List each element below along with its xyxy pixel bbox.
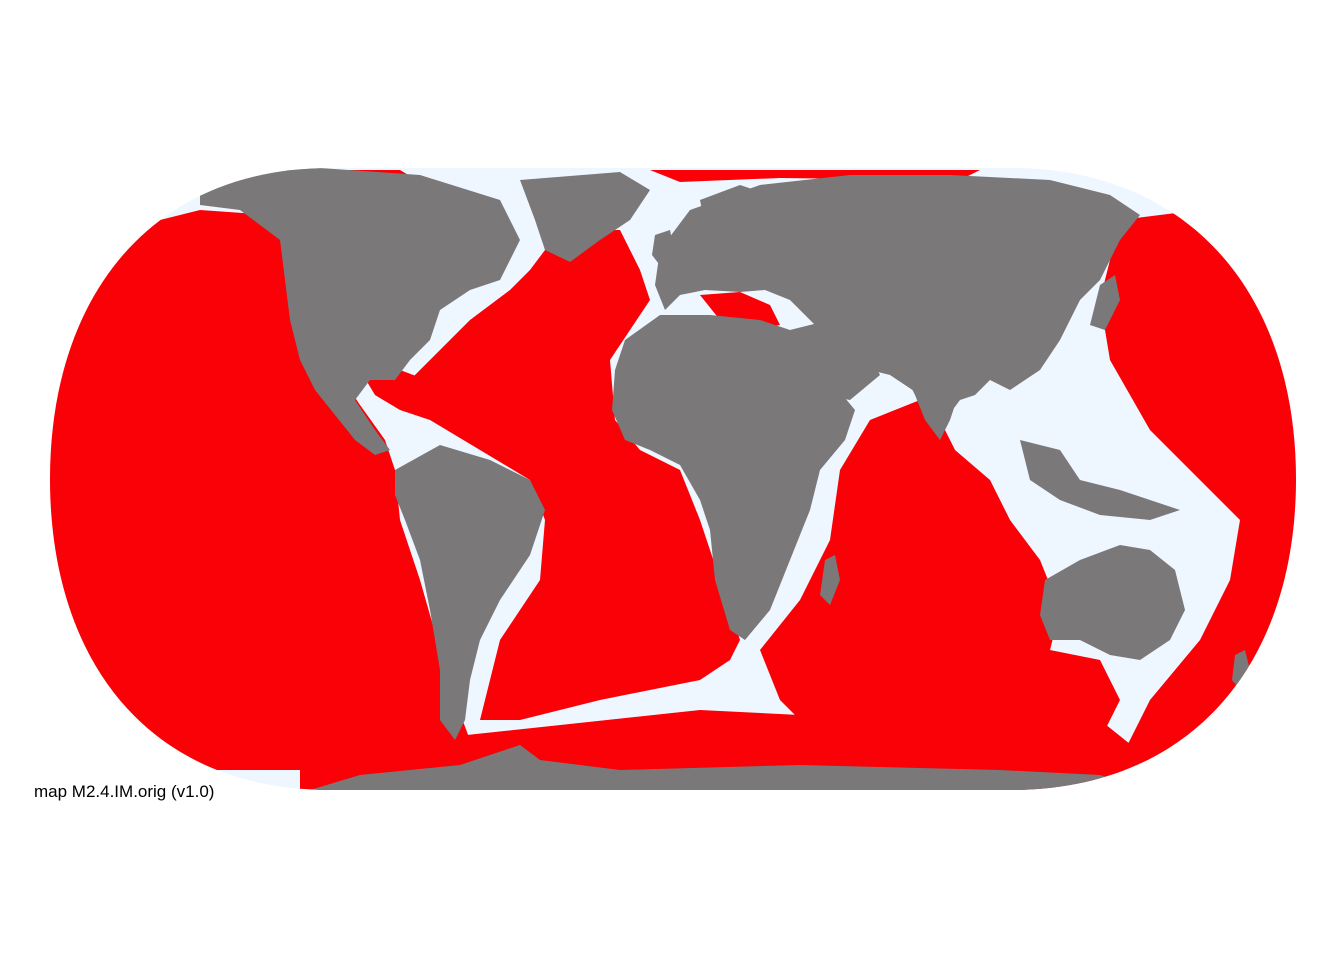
north-america	[200, 168, 520, 455]
africa	[612, 315, 855, 640]
madagascar	[820, 555, 840, 605]
indian-subcontinent	[905, 370, 960, 440]
southeast-asia-islands	[1020, 440, 1180, 520]
australia	[1040, 545, 1185, 660]
indian-ocean	[760, 400, 1120, 750]
arabian-peninsula	[790, 320, 880, 400]
land	[200, 168, 1250, 790]
map-layers	[50, 168, 1296, 790]
atlantic-ocean	[410, 230, 740, 720]
japan	[1090, 275, 1120, 330]
highlighted-ocean	[50, 170, 1296, 790]
scandinavia	[700, 185, 770, 245]
new-zealand	[1232, 650, 1250, 690]
british-isles	[652, 230, 675, 268]
eurasia	[655, 175, 1140, 440]
south-america	[395, 445, 545, 740]
antarctica	[310, 745, 1150, 790]
pacific-ocean-east	[50, 210, 470, 770]
greenland	[520, 172, 650, 262]
map-caption: map M2.4.IM.orig (v1.0)	[34, 782, 215, 801]
pacific-ocean-west	[1100, 210, 1296, 760]
caribbean-sea	[360, 370, 460, 420]
